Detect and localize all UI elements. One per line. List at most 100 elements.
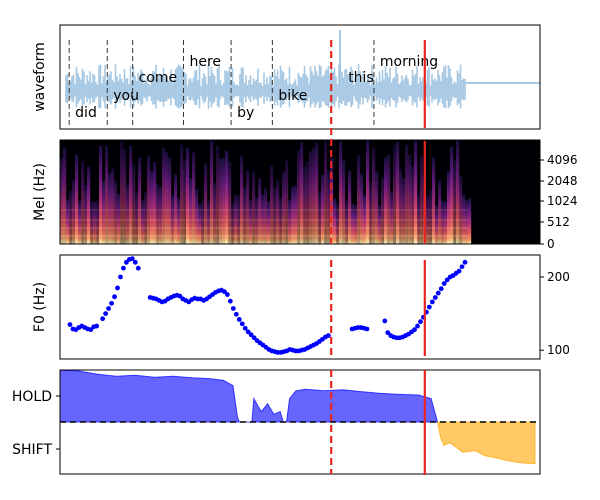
mel-column [177,197,181,244]
mel-column [411,166,415,244]
waveform-frame [59,24,541,130]
f0-point [222,289,227,295]
mel-column [447,171,451,244]
f0-point [109,300,114,306]
mel-column [414,141,418,244]
f0-point [135,265,141,271]
mel-column [150,170,154,244]
f0-point [251,335,257,341]
mel-column [78,200,82,244]
word-label: did [75,105,97,121]
mel-column [195,189,199,244]
turn-tick-label: HOLD [12,389,52,405]
mel-column [252,171,256,244]
mel-column [450,146,454,244]
f0-point [364,326,370,332]
mel-column [243,186,247,244]
mel-column [159,186,163,244]
mel-column [357,155,361,244]
mel-column [399,169,403,244]
mel-column [222,158,226,244]
mel-column [156,183,160,244]
f0-point [94,323,100,329]
f0-point [429,299,435,305]
shift-area [437,421,536,465]
mel-column [333,198,337,244]
f0-point [103,311,109,316]
mel-column [426,195,430,244]
turn-y-ticks: HOLD SHIFT [12,389,60,458]
word-label: bike [278,88,307,104]
mel-column [390,191,394,244]
mel-column [381,177,385,244]
f0-point [100,316,106,322]
mel-column [207,200,211,244]
mel-column [87,166,91,244]
mel-column [276,180,280,244]
f0-point [227,298,233,304]
mel-column [462,194,466,244]
mel-column [189,177,193,244]
mel-column [267,201,271,244]
mel-column [408,154,412,244]
f0-panel: 100 200 F0 (Hz) [32,254,570,360]
mel-column [456,140,460,244]
mel-column [135,191,139,244]
mel-column [249,200,253,244]
mel-column [441,200,445,244]
f0-tick-label: 100 [547,343,570,357]
mel-column [228,161,232,244]
mel-column [261,194,265,244]
mel-column [168,158,172,244]
mel-column [285,160,289,244]
mel-column [201,198,205,244]
mel-y-ticks: 0 512 1024 2048 4096 [540,153,578,251]
mel-column [105,145,109,244]
mel-column [417,193,421,244]
mel-column [348,170,352,244]
f0-point [462,259,468,265]
f0-point [88,327,94,333]
mel-column [219,158,223,244]
mel-column [438,180,442,244]
mel-tick-label: 1024 [547,194,578,208]
mel-column [300,142,304,244]
mel-column [108,173,112,244]
f0-point [129,256,135,262]
mel-column [273,187,277,244]
mel-column [405,144,409,244]
f0-point [230,306,236,311]
f0-point [245,329,251,335]
f0-point [412,327,417,333]
mel-column [366,140,370,244]
waveform-ylabel: waveform [32,42,48,112]
mel-column [186,148,190,244]
mel-tick-label: 512 [547,215,570,229]
mel-column [198,203,202,244]
f0-point [132,259,138,265]
f0-point [121,265,126,271]
mel-column [369,181,373,244]
f0-tick-label: 200 [547,270,570,284]
mel-column [420,155,424,244]
f0-point [248,332,254,338]
mel-column [288,199,292,244]
f0-point [415,323,420,329]
mel-column [72,179,76,244]
mel-column [351,203,355,244]
mel-column [66,199,70,244]
f0-point [459,264,465,270]
word-label: this [348,70,374,86]
mel-column [240,155,244,244]
mel-column [153,162,157,244]
mel-column [354,204,358,244]
mel-column [231,201,235,244]
mel-spectrogram [60,140,472,244]
mel-column [204,163,208,244]
f0-point [426,304,432,310]
mel-column [84,185,88,244]
turn-tick-label: SHIFT [12,442,52,458]
